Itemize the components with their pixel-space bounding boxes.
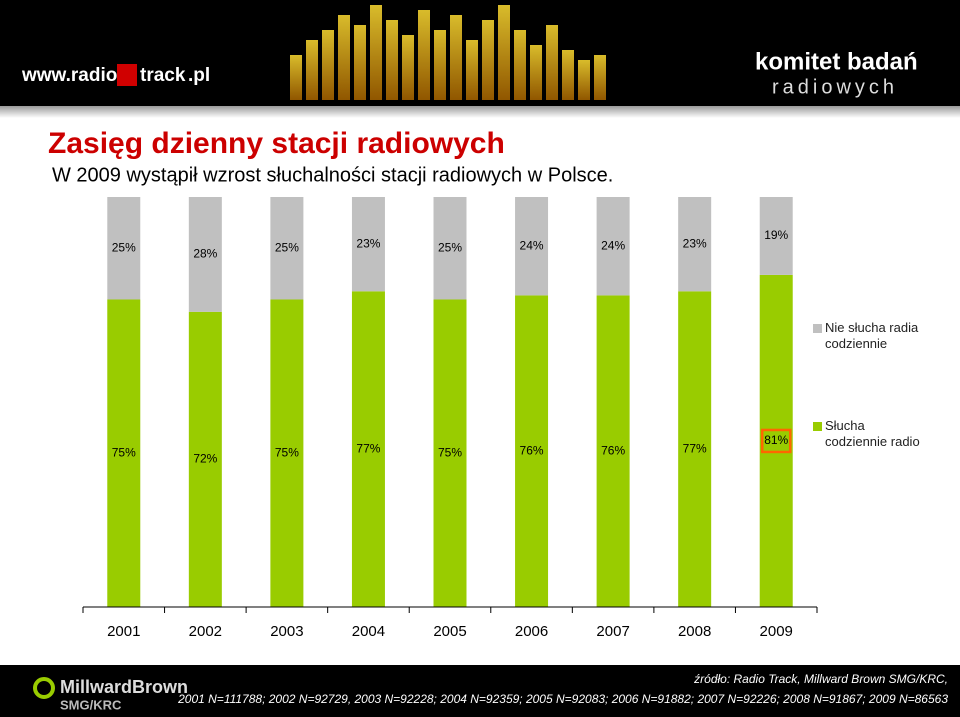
header-band [0, 0, 960, 106]
site-brand: track [140, 65, 186, 86]
bar-segment [351, 197, 385, 292]
value-label: 25% [438, 240, 462, 254]
equalizer-decoration [290, 5, 606, 100]
legend-label: Słucha codziennie radio [825, 418, 920, 449]
org-name-2: radiowych [772, 76, 898, 98]
value-label: 75% [438, 445, 462, 459]
value-label: 25% [275, 240, 299, 254]
bar-segment [188, 311, 222, 607]
bar-segment [107, 299, 141, 607]
sample-note: 2001 N=111788; 2002 N=92729, 2003 N=9222… [177, 692, 948, 706]
bar-segment [107, 197, 141, 300]
bar-segment [270, 197, 304, 300]
highlight-box [760, 428, 792, 454]
value-label: 81% [764, 433, 788, 447]
bar-segment [678, 291, 712, 607]
site-prefix: www.radio [21, 65, 117, 86]
bar-segment [596, 295, 630, 607]
footer-logo-mark [33, 677, 55, 699]
bar-segment [270, 299, 304, 607]
bar-segment [351, 291, 385, 607]
bar-segment [188, 197, 222, 312]
bar-segment [678, 197, 712, 292]
chart-title: Zasięg dzienny stacji radiowych [48, 127, 505, 160]
chart-subtitle: W 2009 wystąpił wzrost słuchalności stac… [52, 164, 613, 186]
x-tick-label: 2001 [107, 623, 140, 640]
value-label: 76% [520, 443, 544, 457]
value-label: 75% [275, 445, 299, 459]
x-tick-label: 2007 [596, 623, 629, 640]
bar-segment [433, 299, 467, 607]
bar-segment [759, 274, 793, 607]
footer-brand: MillwardBrown [60, 677, 188, 697]
site-brand-box [117, 64, 137, 86]
value-label: 77% [356, 441, 380, 455]
value-label: 24% [520, 238, 544, 252]
value-label: 19% [764, 228, 788, 242]
site-suffix: .pl [188, 65, 210, 86]
footer-brand-sub: SMG/KRC [60, 697, 122, 712]
legend-swatch [813, 422, 822, 431]
x-tick-label: 2008 [678, 623, 711, 640]
bar-segment [515, 197, 549, 296]
legend-swatch [813, 324, 822, 333]
footer-band [0, 665, 960, 717]
value-label: 72% [193, 452, 217, 466]
source-note: źródło: Radio Track, Millward Brown SMG/… [693, 672, 948, 686]
bar-segment [515, 295, 549, 607]
bar-segment [433, 197, 467, 300]
x-tick-label: 2006 [515, 623, 548, 640]
value-label: 24% [601, 238, 625, 252]
value-label: 28% [193, 247, 217, 261]
legend-label: Nie słucha radia codziennie [825, 320, 919, 351]
x-tick-label: 2004 [352, 623, 385, 640]
value-label: 23% [356, 236, 380, 250]
x-tick-label: 2009 [760, 623, 793, 640]
value-label: 23% [683, 236, 707, 250]
value-label: 77% [683, 441, 707, 455]
x-tick-label: 2005 [433, 623, 466, 640]
value-label: 25% [112, 240, 136, 254]
value-label: 76% [601, 443, 625, 457]
x-tick-label: 2002 [189, 623, 222, 640]
bar-segment [596, 197, 630, 296]
org-name: komitet badań [755, 48, 918, 75]
bar-segment [759, 197, 793, 275]
header-strip [0, 106, 960, 118]
x-tick-label: 2003 [270, 623, 303, 640]
value-label: 75% [112, 445, 136, 459]
